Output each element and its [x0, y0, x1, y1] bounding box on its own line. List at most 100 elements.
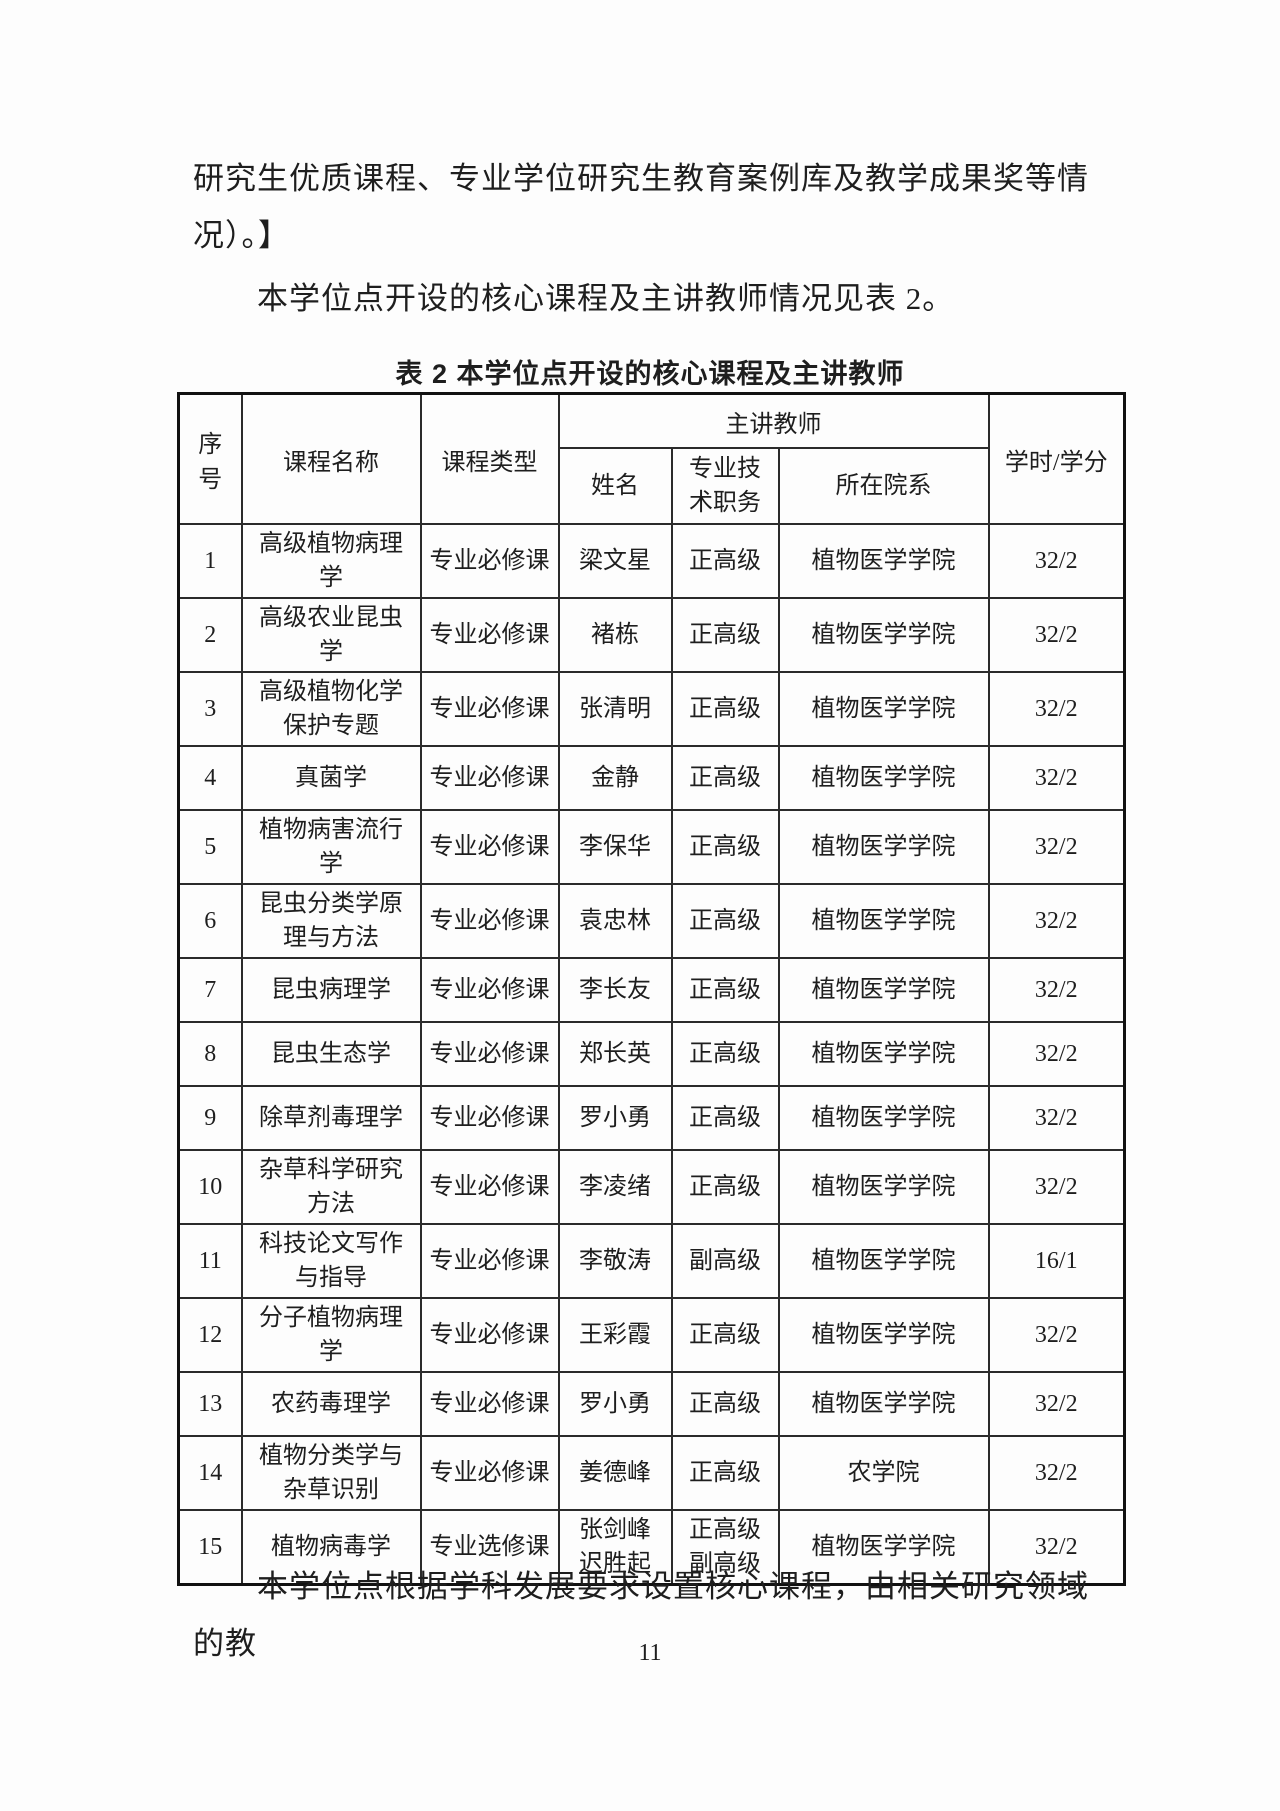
paragraph-intro: 本学位点开设的核心课程及主讲教师情况见表 2。 — [257, 281, 955, 316]
table-row: 14 植物分类学与杂草识别 专业必修课 姜德峰 正高级 农学院 32/2 — [177, 1435, 1126, 1511]
cell-lecturer-title: 正高级 — [670, 1021, 780, 1087]
table-row: 6 昆虫分类学原理与方法 专业必修课 袁忠林 正高级 植物医学学院 32/2 — [177, 883, 1126, 959]
header-index: 序号 — [177, 392, 243, 525]
cell-course-type: 专业必修课 — [419, 1297, 560, 1373]
cell-department: 植物医学学院 — [777, 1297, 990, 1373]
cell-course-type: 专业必修课 — [419, 1149, 560, 1225]
cell-course-type: 专业必修课 — [419, 671, 560, 747]
cell-hours-credits: 32/2 — [987, 745, 1126, 811]
cell-lecturer-title: 正高级 — [670, 1149, 780, 1225]
table-row: 8 昆虫生态学 专业必修课 郑长英 正高级 植物医学学院 32/2 — [177, 1021, 1126, 1087]
cell-index: 10 — [177, 1149, 243, 1225]
cell-lecturer-name: 褚栋 — [557, 597, 673, 673]
table-row: 7 昆虫病理学 专业必修课 李长友 正高级 植物医学学院 32/2 — [177, 957, 1126, 1023]
cell-lecturer-name: 袁忠林 — [557, 883, 673, 959]
cell-course-type: 专业必修课 — [419, 745, 560, 811]
cell-hours-credits: 32/2 — [987, 523, 1126, 599]
cell-course-type: 专业必修课 — [419, 1435, 560, 1511]
cell-course-name: 除草剂毒理学 — [240, 1085, 422, 1151]
cell-index: 11 — [177, 1223, 243, 1299]
cell-course-type: 专业必修课 — [419, 597, 560, 673]
cell-department: 植物医学学院 — [777, 1021, 990, 1087]
cell-lecturer-name: 郑长英 — [557, 1021, 673, 1087]
cell-department: 植物医学学院 — [777, 671, 990, 747]
cell-hours-credits: 32/2 — [987, 1297, 1126, 1373]
cell-course-name: 高级植物化学保护专题 — [240, 671, 422, 747]
cell-course-type: 专业必修课 — [419, 523, 560, 599]
cell-lecturer-title: 正高级 — [670, 1297, 780, 1373]
header-lecturer-name: 姓名 — [557, 447, 673, 525]
cell-lecturer-name: 王彩霞 — [557, 1297, 673, 1373]
cell-index: 5 — [177, 809, 243, 885]
cell-lecturer-title: 正高级 — [670, 1435, 780, 1511]
cell-hours-credits: 32/2 — [987, 1085, 1126, 1151]
cell-lecturer-name: 李保华 — [557, 809, 673, 885]
cell-course-type: 专业必修课 — [419, 1223, 560, 1299]
cell-lecturer-name: 李凌绪 — [557, 1149, 673, 1225]
cell-hours-credits: 32/2 — [987, 671, 1126, 747]
header-hours-credits: 学时/学分 — [987, 392, 1126, 525]
cell-hours-credits: 32/2 — [987, 1149, 1126, 1225]
cell-department: 植物医学学院 — [777, 1085, 990, 1151]
cell-lecturer-name: 梁文星 — [557, 523, 673, 599]
cell-index: 8 — [177, 1021, 243, 1087]
core-courses-table: 序号 课程名称 课程类型 主讲教师 学时/学分 姓名 专业技术职务 所在院系 1… — [177, 392, 1126, 1586]
cell-hours-credits: 32/2 — [987, 1371, 1126, 1437]
cell-index: 14 — [177, 1435, 243, 1511]
cell-index: 3 — [177, 671, 243, 747]
cell-course-name: 植物病害流行学 — [240, 809, 422, 885]
cell-course-type: 专业必修课 — [419, 883, 560, 959]
header-lecturer-department: 所在院系 — [777, 447, 990, 525]
cell-lecturer-title: 正高级 — [670, 957, 780, 1023]
cell-course-name: 昆虫生态学 — [240, 1021, 422, 1087]
cell-hours-credits: 16/1 — [987, 1223, 1126, 1299]
table-row: 13 农药毒理学 专业必修课 罗小勇 正高级 植物医学学院 32/2 — [177, 1371, 1126, 1437]
cell-lecturer-name: 金静 — [557, 745, 673, 811]
cell-lecturer-name: 姜德峰 — [557, 1435, 673, 1511]
cell-index: 4 — [177, 745, 243, 811]
cell-lecturer-title: 正高级 — [670, 597, 780, 673]
cell-index: 6 — [177, 883, 243, 959]
table-row: 5 植物病害流行学 专业必修课 李保华 正高级 植物医学学院 32/2 — [177, 809, 1126, 885]
cell-department: 植物医学学院 — [777, 597, 990, 673]
cell-course-name: 昆虫病理学 — [240, 957, 422, 1023]
cell-department: 植物医学学院 — [777, 1509, 990, 1586]
cell-lecturer-name: 罗小勇 — [557, 1085, 673, 1151]
header-lecturer-title: 专业技术职务 — [670, 447, 780, 525]
cell-course-name: 农药毒理学 — [240, 1371, 422, 1437]
cell-department: 植物医学学院 — [777, 523, 990, 599]
cell-lecturer-name: 李长友 — [557, 957, 673, 1023]
cell-hours-credits: 32/2 — [987, 597, 1126, 673]
page-number: 11 — [638, 1640, 662, 1666]
cell-index: 9 — [177, 1085, 243, 1151]
paragraph-bottom: 本学位点根据学科发展要求设置核心课程，由相关研究领域的教 — [193, 1569, 1089, 1661]
paragraph-top-line2: 况）。】 — [193, 218, 290, 253]
cell-course-type: 专业必修课 — [419, 1371, 560, 1437]
cell-course-type: 专业必修课 — [419, 1021, 560, 1087]
cell-course-name: 高级农业昆虫学 — [240, 597, 422, 673]
cell-department: 植物医学学院 — [777, 1149, 990, 1225]
cell-hours-credits: 32/2 — [987, 1021, 1126, 1087]
cell-department: 植物医学学院 — [777, 745, 990, 811]
cell-hours-credits: 32/2 — [987, 1435, 1126, 1511]
paragraph-top-line1: 研究生优质课程、专业学位研究生教育案例库及教学成果奖等情 — [193, 161, 1089, 196]
cell-course-name: 植物分类学与杂草识别 — [240, 1435, 422, 1511]
cell-lecturer-name: 罗小勇 — [557, 1371, 673, 1437]
cell-department: 植物医学学院 — [777, 809, 990, 885]
cell-course-name: 杂草科学研究方法 — [240, 1149, 422, 1225]
cell-hours-credits: 32/2 — [987, 883, 1126, 959]
cell-lecturer-title: 正高级 — [670, 809, 780, 885]
cell-course-name: 真菌学 — [240, 745, 422, 811]
cell-lecturer-title: 正高级 — [670, 523, 780, 599]
course-table-body: 1 高级植物病理学 专业必修课 梁文星 正高级 植物医学学院 32/2 2 高级… — [177, 523, 1126, 1586]
table-header-row-2: 姓名 专业技术职务 所在院系 — [179, 447, 1125, 525]
cell-department: 农学院 — [777, 1435, 990, 1511]
header-course-name: 课程名称 — [240, 392, 422, 525]
cell-lecturer-title: 副高级 — [670, 1223, 780, 1299]
cell-course-name: 高级植物病理学 — [240, 523, 422, 599]
cell-hours-credits: 32/2 — [987, 809, 1126, 885]
cell-course-type: 专业必修课 — [419, 809, 560, 885]
table-row: 3 高级植物化学保护专题 专业必修课 张清明 正高级 植物医学学院 32/2 — [177, 671, 1126, 747]
cell-lecturer-name: 李敬涛 — [557, 1223, 673, 1299]
table-row: 11 科技论文写作与指导 专业必修课 李敬涛 副高级 植物医学学院 16/1 — [177, 1223, 1126, 1299]
